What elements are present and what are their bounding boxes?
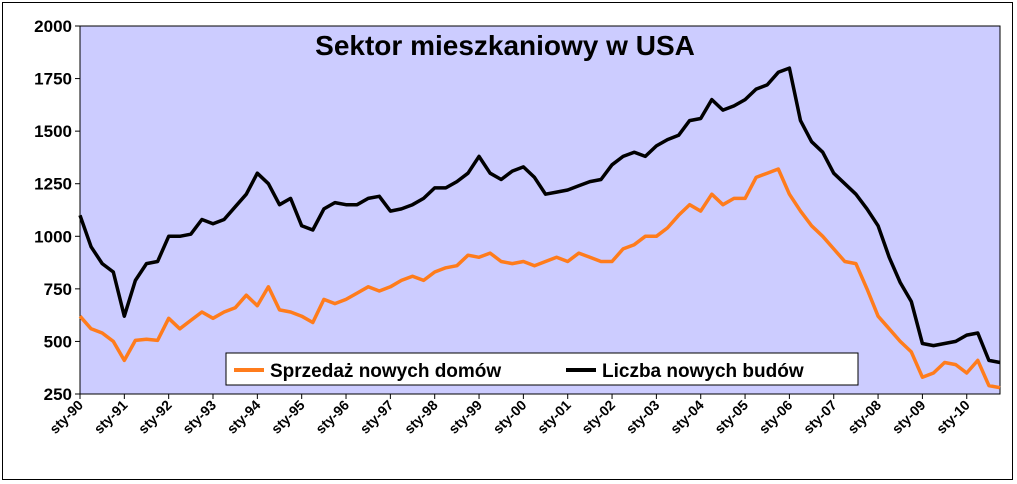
y-tick-label: 500 — [44, 332, 72, 351]
y-tick-label: 250 — [44, 385, 72, 404]
legend-label-starts: Liczba nowych budów — [602, 361, 804, 382]
x-tick-label: sty-99 — [445, 397, 485, 437]
series-group — [78, 66, 1001, 390]
legend: Sprzedaż nowych domów Liczba nowych budó… — [225, 352, 859, 386]
series-line-0 — [78, 167, 1001, 390]
x-tick-label: sty-97 — [357, 397, 397, 437]
x-tick-label: sty-09 — [889, 397, 929, 437]
y-tick-label: 1000 — [34, 227, 72, 246]
x-tick-label: sty-05 — [711, 397, 751, 437]
y-tick-label: 1500 — [34, 122, 72, 141]
x-tick-label: sty-91 — [91, 397, 131, 437]
legend-label-sales: Sprzedaż nowych domów — [270, 361, 501, 382]
x-tick-label: sty-06 — [756, 397, 796, 437]
x-tick-label: sty-92 — [135, 397, 175, 437]
y-tick-label: 1250 — [34, 175, 72, 194]
x-tick-label: sty-04 — [667, 397, 707, 437]
x-tick-label: sty-93 — [179, 397, 219, 437]
plot-area — [79, 25, 1001, 395]
x-tick-label: sty-03 — [623, 397, 663, 437]
x-tick-label: sty-10 — [933, 397, 973, 437]
x-tick-label: sty-08 — [844, 397, 884, 437]
x-tick-label: sty-98 — [401, 397, 441, 437]
x-tick-label: sty-07 — [800, 397, 840, 437]
y-tick-label: 1750 — [34, 70, 72, 89]
x-tick-label: sty-00 — [490, 397, 530, 437]
x-tick-label: sty-94 — [224, 397, 264, 437]
legend-box — [225, 352, 859, 386]
x-tick-label: sty-95 — [268, 397, 308, 437]
y-tick-label: 2000 — [34, 17, 72, 36]
x-tick-label: sty-96 — [312, 397, 352, 437]
x-tick-label: sty-01 — [534, 397, 574, 437]
series-line-1 — [78, 66, 1001, 365]
chart-title: Sektor mieszkaniowy w USA — [315, 30, 695, 61]
x-axis: sty-90 sty-91 sty-92 sty-93 sty-94 sty-95 sty-… — [46, 394, 973, 437]
y-axis: 250 500 750 1000 1250 1500 1750 2000 — [34, 17, 80, 404]
x-tick-label: sty-02 — [578, 397, 618, 437]
y-tick-label: 750 — [44, 280, 72, 299]
